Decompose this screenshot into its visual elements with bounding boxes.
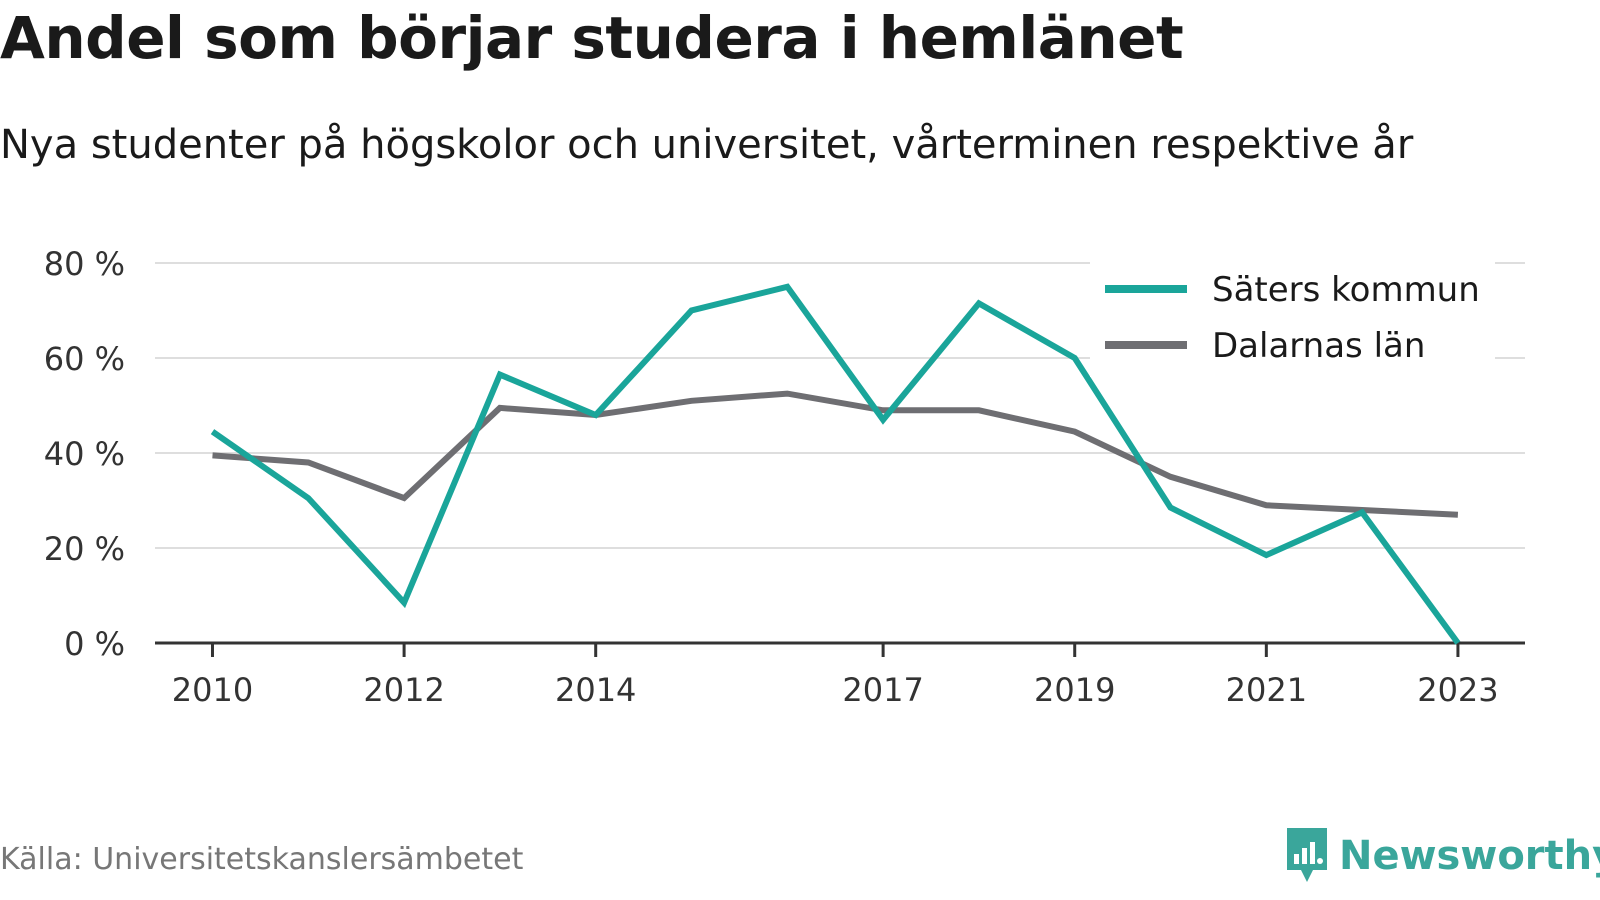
legend-label: Säters kommun [1212, 270, 1480, 310]
chart-subtitle: Nya studenter på högskolor och universit… [0, 122, 1414, 168]
x-axis: 2010 2012 2014 2017 2019 2021 2023 [155, 641, 1525, 709]
y-tick-label: 40 % [44, 435, 125, 473]
brand-name: Newsworthy [1339, 833, 1600, 879]
brand-logo[interactable]: Newsworthy [1283, 826, 1600, 886]
line-chart: 0 % 20 % 40 % 60 % 80 % 2010 2012 2014 2017 2019… [44, 245, 1525, 709]
series-line-0 [210, 283, 1461, 645]
legend: Säters kommun Dalarnas län [1090, 262, 1495, 377]
y-axis: 0 % 20 % 40 % 60 % 80 % [44, 245, 125, 663]
x-tick-label: 2012 [363, 671, 444, 709]
x-tick-label: 2017 [842, 671, 923, 709]
chart-title: Andel som börjar studera i hemlänet [0, 4, 1184, 72]
x-tick-label: 2014 [555, 671, 636, 709]
x-tick-label: 2021 [1226, 671, 1307, 709]
source-note: Källa: Universitetskanslersämbetet [0, 842, 524, 877]
y-tick-label: 60 % [44, 340, 125, 378]
y-tick-label: 20 % [44, 530, 125, 568]
series-line-1 [212, 390, 1459, 518]
series-lines [210, 283, 1461, 645]
x-tick-label: 2019 [1034, 671, 1115, 709]
y-tick-label: 0 % [64, 625, 125, 663]
x-tick-label: 2010 [172, 671, 253, 709]
newsworthy-logo-icon [1287, 828, 1327, 882]
x-tick-label: 2023 [1417, 671, 1498, 709]
y-tick-label: 80 % [44, 245, 125, 283]
legend-label: Dalarnas län [1212, 326, 1425, 366]
legend-background [1090, 262, 1495, 377]
